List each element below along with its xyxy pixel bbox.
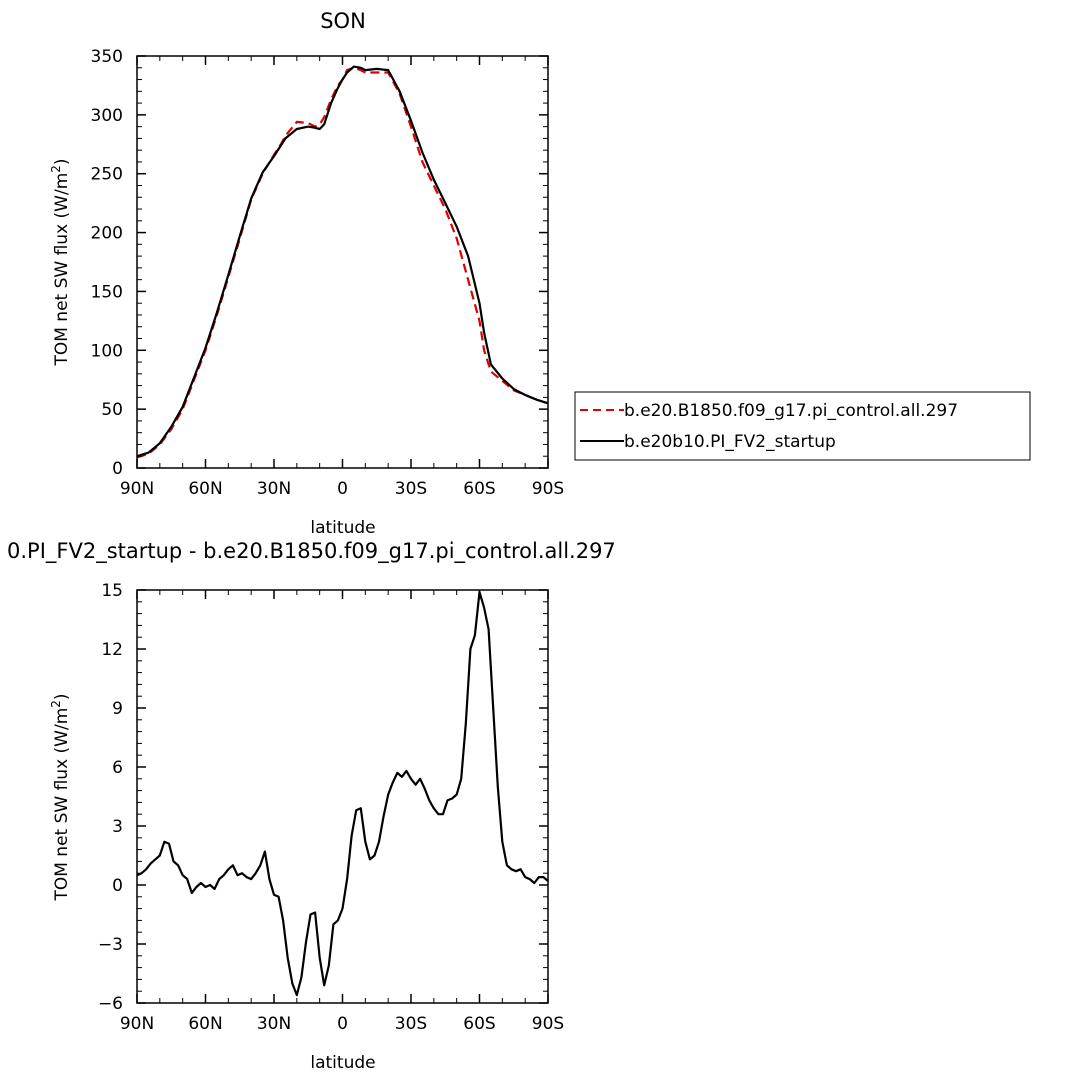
bottom-x-tick-label: 60S bbox=[463, 1014, 495, 1034]
bottom-series-line-1 bbox=[136, 590, 549, 997]
top-y-tick-label: 100 bbox=[91, 341, 123, 361]
bottom-y-tick-label: 0 bbox=[112, 876, 123, 896]
top-y-tick-label: 50 bbox=[101, 400, 123, 420]
top-panel-title: SON bbox=[320, 9, 366, 33]
bottom-y-tick-label: −6 bbox=[98, 994, 123, 1014]
top-x-tick-label: 60S bbox=[463, 479, 495, 499]
top-series-line-2 bbox=[136, 65, 549, 458]
top-panel: SON 90N 60N 30N 0 30S 60S 90S 0 50 100 150 200 250 30… bbox=[49, 9, 1031, 538]
bottom-y-tick-label: 9 bbox=[112, 699, 123, 719]
top-plot-area: 90N 60N 30N 0 30S 60S 90S 0 50 100 150 200 250 300 350 bbox=[91, 47, 565, 499]
top-y-tick-label: 200 bbox=[91, 224, 123, 244]
top-x-tick-label: 90S bbox=[532, 479, 564, 499]
top-series-line-1 bbox=[136, 66, 549, 459]
top-y-tick-label: 150 bbox=[91, 282, 123, 302]
bottom-x-tick-label: 30S bbox=[395, 1014, 427, 1034]
top-x-tick-label: 30N bbox=[257, 479, 291, 499]
top-x-tick-label: 30S bbox=[395, 479, 427, 499]
bottom-y-tick-label: −3 bbox=[98, 935, 123, 955]
bottom-y-axis-label-text: TOM net SW flux (W/m bbox=[52, 708, 72, 902]
top-plot-frame bbox=[136, 55, 549, 469]
bottom-y-tick-label: 12 bbox=[101, 640, 123, 660]
top-y-tick-label: 250 bbox=[91, 165, 123, 185]
bottom-panel-title: 0.PI_FV2_startup - b.e20.B1850.f09_g17.p… bbox=[7, 539, 616, 564]
top-y-tick-label: 300 bbox=[91, 106, 123, 126]
top-y-axis-label-sup: 2 bbox=[49, 165, 63, 173]
bottom-y-tick-label: 6 bbox=[112, 758, 123, 778]
bottom-x-tick-label: 90N bbox=[120, 1014, 154, 1034]
legend-label-series-1: b.e20.B1850.f09_g17.pi_control.all.297 bbox=[624, 401, 958, 421]
legend: b.e20.B1850.f09_g17.pi_control.all.297 b… bbox=[574, 391, 1031, 461]
bottom-plot-area: 90N 60N 30N 0 30S 60S 90S −6 −3 0 3 6 9 12 15 bbox=[98, 581, 564, 1034]
top-x-tick-label: 90N bbox=[120, 479, 154, 499]
bottom-x-tick-label: 60N bbox=[188, 1014, 222, 1034]
top-x-tick-label: 0 bbox=[337, 479, 348, 499]
top-y-axis-label-text: TOM net SW flux (W/m bbox=[52, 173, 72, 367]
bottom-y-axis-label: TOM net SW flux (W/m2) bbox=[49, 693, 72, 901]
top-x-tick-label: 60N bbox=[188, 479, 222, 499]
bottom-plot-frame bbox=[136, 589, 549, 1004]
top-y-axis-label: TOM net SW flux (W/m2) bbox=[49, 158, 72, 366]
bottom-x-tick-label: 30N bbox=[257, 1014, 291, 1034]
top-x-axis-label: latitude bbox=[310, 518, 375, 538]
legend-label-series-2: b.e20b10.PI_FV2_startup bbox=[624, 432, 836, 452]
bottom-y-axis-label-sup: 2 bbox=[49, 700, 63, 708]
top-y-axis-label-tail: ) bbox=[52, 158, 72, 165]
bottom-y-axis-label-tail: ) bbox=[52, 693, 72, 700]
bottom-x-tick-label: 0 bbox=[337, 1014, 348, 1034]
bottom-panel: 0.PI_FV2_startup - b.e20.B1850.f09_g17.p… bbox=[7, 539, 616, 1073]
legend-box bbox=[574, 391, 1031, 461]
bottom-x-axis-label: latitude bbox=[310, 1053, 375, 1073]
bottom-y-tick-label: 15 bbox=[101, 581, 123, 601]
bottom-y-tick-label: 3 bbox=[112, 817, 123, 837]
top-y-tick-label: 350 bbox=[91, 47, 123, 67]
bottom-x-tick-label: 90S bbox=[532, 1014, 564, 1034]
top-y-tick-label: 0 bbox=[112, 459, 123, 479]
